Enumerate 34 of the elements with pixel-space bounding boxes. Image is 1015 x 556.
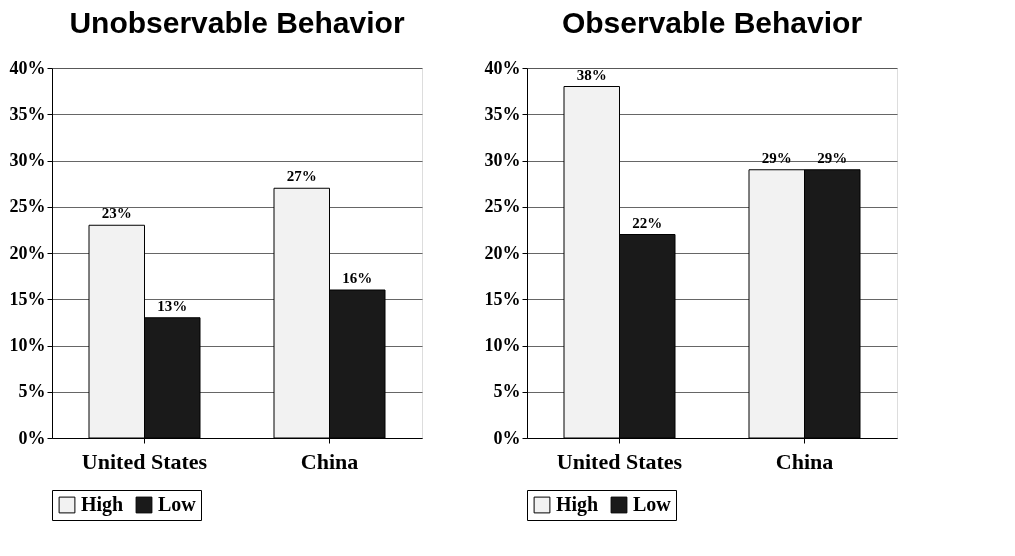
legend-label: Low bbox=[633, 493, 672, 515]
y-tick-label: 35% bbox=[9, 103, 46, 124]
y-tick-label: 35% bbox=[484, 103, 521, 124]
y-tick-label: 0% bbox=[18, 427, 46, 448]
y-tick-label: 10% bbox=[484, 335, 521, 355]
x-tick-label: United States bbox=[81, 448, 208, 474]
data-label: 13% bbox=[157, 297, 188, 314]
y-tick-label: 20% bbox=[484, 242, 521, 263]
x-tick-label: China bbox=[775, 448, 834, 474]
legend-label: Low bbox=[158, 493, 197, 515]
y-tick-label: 30% bbox=[9, 150, 46, 170]
x-tick-label: United States bbox=[556, 448, 683, 474]
y-tick-label: 40% bbox=[484, 57, 521, 78]
data-label: 16% bbox=[342, 270, 373, 286]
chart-title: Observable Behavior bbox=[561, 6, 863, 39]
data-label: 23% bbox=[101, 205, 132, 222]
legend-label: High bbox=[81, 493, 124, 516]
y-tick-label: 25% bbox=[484, 196, 521, 217]
y-tick-label: 40% bbox=[9, 57, 46, 78]
data-label: 27% bbox=[286, 168, 317, 185]
y-tick-label: 20% bbox=[9, 242, 46, 263]
y-tick-label: 0% bbox=[493, 427, 521, 448]
chart-title: Unobservable Behavior bbox=[69, 6, 405, 39]
y-tick-label: 15% bbox=[9, 288, 46, 309]
y-tick-label: 15% bbox=[484, 288, 521, 309]
y-tick-label: 30% bbox=[484, 150, 521, 170]
y-tick-label: 5% bbox=[493, 381, 521, 402]
x-tick-label: China bbox=[300, 448, 359, 474]
y-tick-label: 5% bbox=[18, 381, 46, 402]
y-tick-label: 25% bbox=[9, 196, 46, 217]
data-label: 38% bbox=[576, 66, 607, 83]
data-label: 22% bbox=[632, 214, 663, 231]
y-tick-label: 10% bbox=[9, 335, 46, 355]
legend-label: High bbox=[556, 493, 599, 516]
